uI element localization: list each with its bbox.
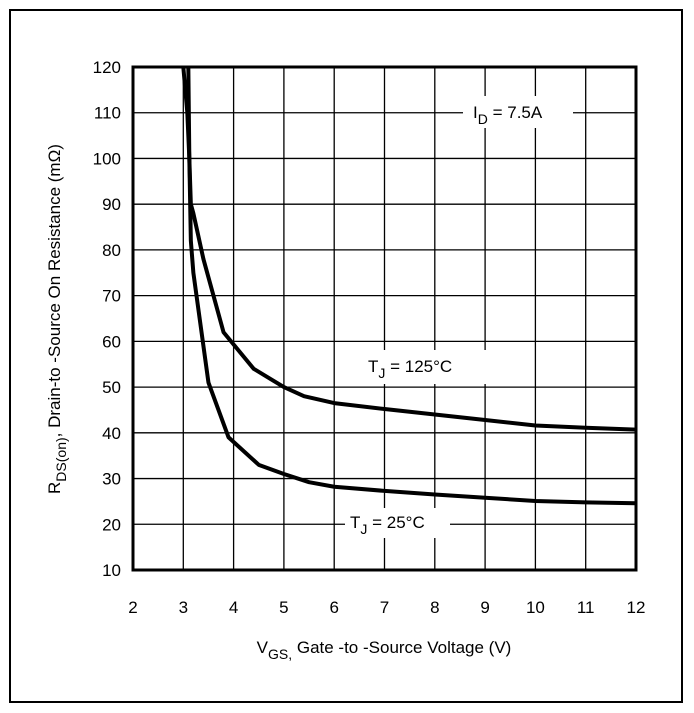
y-axis-label: RDS(on), Drain-to -Source On Resistance …: [45, 144, 69, 494]
y-tick-label: 10: [102, 561, 121, 580]
y-tick-label: 60: [102, 332, 121, 351]
series-label-25c: TJ = 25°C: [350, 513, 425, 537]
y-tick-label: 100: [93, 149, 121, 168]
x-tick-label: 4: [229, 598, 238, 617]
y-tick-label: 20: [102, 515, 121, 534]
x-tick-label: 10: [526, 598, 545, 617]
series-lines: [181, 67, 636, 506]
x-tick-label: 2: [128, 598, 137, 617]
y-tick-labels: 10 20 30 40 50 60 70 80 90 100 110 120: [93, 58, 121, 580]
grid-lines: [132, 66, 637, 571]
x-tick-label: 3: [179, 598, 188, 617]
series-label-125c: TJ = 125°C: [368, 357, 452, 381]
x-axis-label: VGS, Gate -to -Source Voltage (V): [257, 638, 512, 662]
y-tick-label: 70: [102, 287, 121, 306]
y-tick-label: 110: [94, 104, 121, 123]
y-tick-label: 90: [102, 195, 121, 214]
x-tick-label: 5: [279, 598, 288, 617]
y-tick-label: 120: [93, 58, 121, 77]
label-25c-mask: [345, 508, 450, 538]
x-tick-label: 12: [627, 598, 646, 617]
annotation-mask: [463, 96, 573, 128]
y-tick-label: 80: [102, 241, 121, 260]
y-tick-label: 50: [102, 378, 121, 397]
x-tick-label: 9: [480, 598, 489, 617]
plot-border: [131, 65, 638, 572]
series-line-1: [186, 67, 636, 506]
y-tick-label: 30: [102, 470, 121, 489]
x-tick-labels: 2 3 4 5 6 7 8 9 10 11 12: [128, 598, 645, 617]
current-annotation: ID = 7.5A: [473, 103, 543, 127]
label-125c-mask: [364, 350, 489, 384]
x-tick-label: 7: [380, 598, 389, 617]
x-tick-label: 6: [329, 598, 338, 617]
x-tick-label: 11: [577, 598, 595, 617]
y-tick-label: 40: [102, 424, 121, 443]
x-tick-label: 8: [430, 598, 439, 617]
